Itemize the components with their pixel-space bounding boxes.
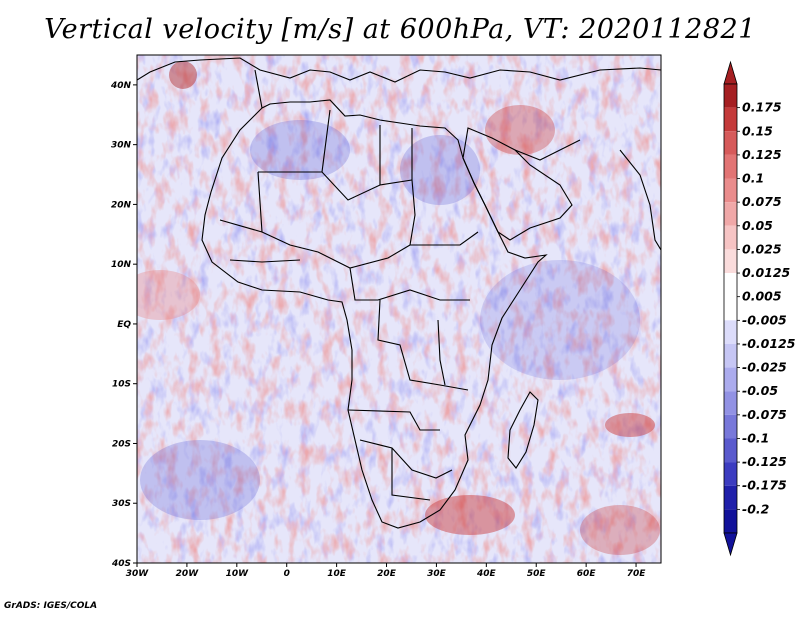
lat-tick-label: 20N bbox=[111, 200, 132, 210]
colorbar-label: -0.125 bbox=[742, 454, 787, 469]
colorbar-swatch bbox=[724, 273, 737, 297]
map-frame bbox=[136, 54, 662, 564]
colorbar-label: -0.025 bbox=[742, 360, 787, 375]
colorbar-label: 0.1 bbox=[742, 171, 764, 186]
colorbar-label: 0.15 bbox=[742, 123, 773, 138]
colorbar-label: -0.2 bbox=[742, 501, 769, 516]
lat-tick-label: 30S bbox=[112, 499, 131, 509]
colorbar-label: -0.0125 bbox=[742, 336, 796, 351]
colorbar-swatch bbox=[724, 343, 737, 368]
lon-tick-label: 0 bbox=[284, 569, 290, 579]
lon-tick-label: 70E bbox=[627, 569, 647, 579]
lat-tick-label: 30N bbox=[111, 141, 132, 151]
colorbar-label: -0.1 bbox=[742, 430, 769, 445]
colorbar-swatch bbox=[724, 107, 737, 132]
colorbar-label: 0.0125 bbox=[742, 265, 791, 280]
colorbar-swatch bbox=[724, 391, 737, 415]
colorbar-label: 0.025 bbox=[742, 241, 782, 256]
colorbar-swatch bbox=[724, 202, 737, 226]
lon-tick-label: 50E bbox=[527, 569, 547, 579]
lon-tick-label: 60E bbox=[577, 569, 597, 579]
colorbar-label: 0.075 bbox=[742, 194, 782, 209]
colorbar-swatch bbox=[724, 414, 737, 439]
lon-tick-label: 30E bbox=[427, 569, 447, 579]
lon-tick-label: 20W bbox=[176, 569, 200, 579]
colorbar: 0.175 0.15 0.125 0.1 0.075 0.05 0.025 0.0125 0.0… bbox=[723, 60, 796, 557]
lat-axis: 40N 30N 20N 10N EQ 10S 20S 30S 40S bbox=[110, 81, 137, 569]
lon-tick-label: 10E bbox=[327, 569, 347, 579]
colorbar-label: 0.175 bbox=[742, 100, 782, 115]
colorbar-top-arrow bbox=[723, 60, 738, 85]
lon-tick-label: 10W bbox=[226, 569, 250, 579]
colorbar-label: -0.175 bbox=[742, 478, 787, 493]
lon-tick-label: 40E bbox=[476, 569, 497, 579]
coastlines bbox=[137, 57, 661, 529]
lat-tick-label: 10N bbox=[111, 260, 132, 270]
colorbar-swatch bbox=[724, 178, 737, 203]
colorbar-label: -0.005 bbox=[742, 312, 787, 327]
colorbar-swatch bbox=[724, 509, 737, 533]
colorbar-swatch bbox=[724, 84, 737, 108]
colorbar-label: 0.05 bbox=[742, 218, 773, 233]
lon-tick-label: 20E bbox=[377, 569, 397, 579]
lon-tick-label: 30W bbox=[126, 569, 150, 579]
colorbar-swatch bbox=[724, 154, 737, 179]
colorbar-label: 0.005 bbox=[742, 289, 782, 304]
colorbar-swatch bbox=[724, 485, 737, 510]
colorbar-swatch bbox=[724, 367, 737, 392]
colorbar-label: 0.125 bbox=[742, 147, 782, 162]
chart-title: Vertical velocity [m/s] at 600hPa, VT: 2… bbox=[44, 14, 756, 45]
colorbar-swatch bbox=[724, 225, 737, 250]
colorbar-swatch bbox=[724, 249, 737, 274]
colorbar-bottom-arrow bbox=[723, 532, 738, 557]
colorbar-label: -0.05 bbox=[742, 383, 778, 398]
colorbar-swatch bbox=[724, 462, 737, 486]
grads-credit: GrADS: IGES/COLA bbox=[4, 601, 98, 611]
colorbar-swatch bbox=[724, 131, 737, 155]
colorbar-label: -0.075 bbox=[742, 407, 787, 422]
lon-axis: 30W 20W 10W 0 10E 20E 30E 40E 50E 60E 70E bbox=[126, 563, 646, 579]
lat-tick-label: 10S bbox=[112, 380, 131, 390]
velocity-field bbox=[137, 55, 661, 563]
lat-tick-label: 20S bbox=[112, 439, 131, 449]
colorbar-swatch bbox=[724, 438, 737, 463]
lat-tick-label: EQ bbox=[117, 320, 131, 330]
colorbar-swatch bbox=[724, 320, 737, 344]
lat-tick-label: 40N bbox=[110, 81, 132, 91]
colorbar-swatch bbox=[724, 296, 737, 321]
lat-tick-label: 40S bbox=[111, 559, 131, 569]
